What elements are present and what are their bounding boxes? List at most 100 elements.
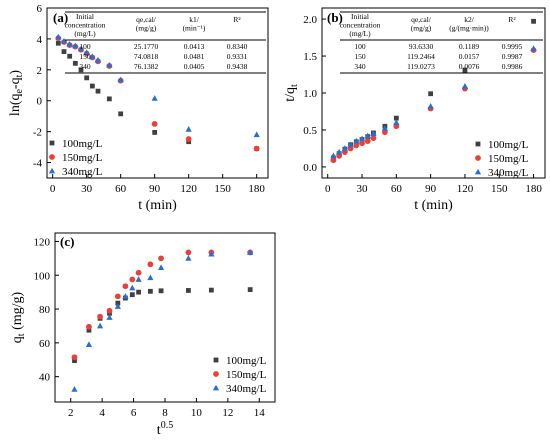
legend-label: 150mg/L: [226, 369, 267, 381]
y-tick-label: 4: [37, 34, 43, 46]
data-point: [353, 137, 360, 144]
data-point: [147, 288, 153, 294]
data-point: [83, 49, 90, 55]
data-point: [85, 341, 93, 347]
data-point: [135, 276, 142, 282]
table-cell: 0.9986: [502, 62, 523, 71]
data-point: [77, 45, 85, 52]
y-tick-label: 120: [34, 236, 51, 248]
y-tick-label: 2.0: [303, 14, 317, 26]
table-cell: 0.0405: [184, 62, 205, 71]
data-point: [531, 18, 536, 24]
y-axis-label: ln(qe-qt): [8, 70, 25, 116]
data-point: [86, 327, 92, 333]
table-cell: 0.0157: [459, 52, 480, 61]
legend-label: 100mg/L: [488, 139, 529, 151]
data-point: [72, 42, 79, 49]
table-cell: 76.1382: [134, 62, 159, 71]
chart-panel-3: 2 4 6 8 10 12 14 40 60 80 100 120 (c) t0.5 qt (mg/g) 10…: [10, 232, 276, 438]
x-tick-label: 60: [391, 183, 403, 195]
legend-marker: [49, 140, 55, 146]
data-point: [72, 358, 77, 363]
table-cell: 100: [79, 42, 91, 51]
data-point: [341, 145, 348, 151]
table-cell: 74.0818: [134, 52, 159, 61]
data-point: [97, 322, 104, 329]
legend-marker: [213, 357, 219, 363]
legend: 100mg/L 150mg/L 340mg/L: [212, 355, 267, 395]
data-point: [185, 126, 192, 132]
data-point: [185, 249, 192, 256]
x-tick-label: 90: [425, 183, 437, 195]
table-cell: 25.1770: [134, 42, 159, 51]
data-point: [359, 140, 365, 147]
y-tick-label: 0.5: [303, 125, 317, 137]
x-tick-label: 12: [222, 407, 233, 419]
y-tick-label: -4: [33, 158, 43, 170]
y-axis-label: t/qt: [283, 84, 300, 102]
data-point: [158, 255, 164, 262]
table-header: qe,cal/(mg/g): [411, 15, 432, 33]
data-point: [118, 111, 124, 117]
table-cell: 0.9995: [502, 42, 523, 51]
legend-marker: [475, 155, 481, 161]
x-tick-label: 150: [491, 183, 508, 195]
x-tick-label: 120: [457, 183, 474, 195]
data-point: [370, 130, 377, 137]
y-axis-label: qt (mg/g): [10, 291, 27, 343]
legend-marker: [212, 384, 220, 391]
table-header: qe,cal/(mg/g): [136, 15, 157, 33]
data-point: [370, 135, 377, 141]
parameter-table: Initial concentration (mg/L) qe,cal/(mg/g) k…: [65, 11, 266, 74]
table-cell: 340: [354, 62, 366, 71]
data-point: [106, 307, 113, 314]
data-point: [95, 88, 101, 94]
data-point: [71, 386, 78, 392]
table-cell: 0.1189: [459, 42, 480, 51]
legend-label: 340mg/L: [488, 167, 529, 179]
data-point: [247, 287, 253, 293]
chart-panel-2: 0 30 60 90 120 150 180 0.0 0.5 1.0 1.5 2.0 (b) t (min…: [283, 7, 546, 213]
table-cell: 119.2464: [407, 52, 435, 61]
y-tick-label: -2: [33, 127, 42, 139]
data-point: [122, 293, 129, 299]
data-point: [253, 131, 260, 138]
y-tick-label: 0: [37, 96, 43, 108]
data-point: [151, 121, 158, 127]
table-cell: 340: [79, 62, 91, 71]
data-point: [136, 289, 141, 295]
x-tick-label: 4: [99, 407, 105, 419]
series-340mg/L: [55, 33, 260, 138]
table-cell: 0.0076: [459, 62, 480, 71]
y-tick-label: 2: [37, 65, 43, 77]
data-point: [208, 287, 214, 293]
table-cell: 0.8340: [227, 42, 248, 51]
table-header: Initial concentration (mg/L): [65, 12, 106, 38]
legend-label: 150mg/L: [62, 152, 103, 164]
data-point: [115, 300, 121, 306]
data-point: [158, 288, 164, 294]
legend: 100mg/L 150mg/L 340mg/L: [474, 139, 529, 179]
data-point: [427, 103, 434, 109]
data-point: [84, 75, 90, 81]
legend-label: 340mg/L: [62, 166, 103, 178]
x-axis-label: t (min): [414, 198, 453, 213]
data-point: [330, 152, 337, 159]
x-tick-label: 8: [162, 407, 168, 419]
table-cell: 0.0413: [184, 42, 205, 51]
data-point: [89, 83, 95, 89]
data-point: [364, 138, 371, 144]
data-point: [72, 60, 78, 66]
data-point: [186, 288, 191, 293]
data-point: [157, 264, 165, 271]
y-tick-label: 60: [39, 338, 51, 350]
x-tick-label: 0: [325, 183, 331, 195]
panel-label: (a): [53, 10, 68, 25]
data-point: [114, 303, 121, 309]
data-point: [530, 45, 537, 52]
x-tick-label: 14: [254, 407, 266, 419]
data-point: [66, 41, 73, 47]
data-point: [461, 83, 469, 89]
data-point: [364, 132, 371, 139]
